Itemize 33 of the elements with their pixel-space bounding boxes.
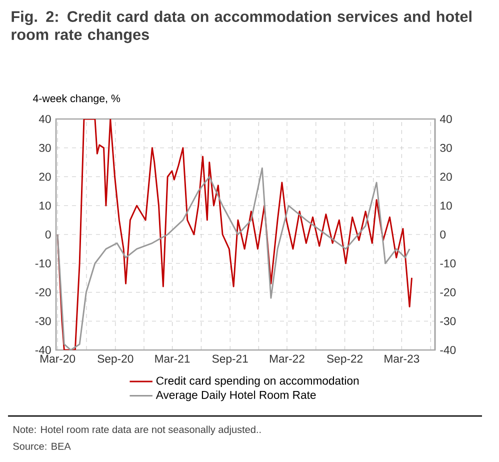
- line-series: [56, 119, 412, 350]
- y-tick-label: -20: [35, 288, 51, 296]
- y2-tick-label: 40: [440, 115, 452, 124]
- x-tick-label: Mar-20: [40, 354, 76, 363]
- chart-title: Fig. 2: Credit card data on accommodation services and hotel room rate changes: [12, 10, 472, 44]
- x-tick-label: Mar-22: [270, 354, 304, 363]
- x-tick-label: Mar-23: [384, 354, 420, 363]
- y2-tick-label: 0: [440, 230, 446, 239]
- legend-label: Average Daily Hotel Room Rate: [156, 390, 316, 402]
- y2-tick-label: 20: [440, 172, 452, 181]
- text: Note: Hotel room rate data are not seasonally adjusted..: [14, 426, 261, 436]
- y2-tick-label: -20: [440, 288, 456, 296]
- y-axis-title: 4-week change, %: [32, 94, 120, 104]
- y-tick-label: 0: [45, 230, 51, 239]
- y-tick-label: 20: [39, 172, 51, 181]
- y-tick-label: -40: [35, 346, 51, 354]
- y2-tick-label: -40: [440, 346, 456, 354]
- line-series: [56, 167, 410, 350]
- y2-tick-label: -10: [440, 259, 456, 268]
- x-tick-label: Mar-21: [155, 354, 190, 363]
- y2-tick-label: 10: [440, 202, 452, 210]
- y-tick-label: -10: [35, 259, 51, 268]
- y2-tick-label: -30: [440, 317, 456, 326]
- y-tick-label: 10: [40, 202, 51, 210]
- x-tick-label: Sep-21: [212, 354, 248, 365]
- x-tick-label: Sep-20: [98, 354, 134, 365]
- y-tick-label: 40: [38, 115, 51, 124]
- x-tick-label: Sep-22: [327, 354, 363, 365]
- legend-label: Credit card spending on accommodation: [156, 376, 359, 387]
- y-tick-label: -30: [35, 317, 51, 326]
- y2-tick-label: 30: [440, 144, 452, 152]
- y-tick-label: 30: [39, 144, 51, 152]
- source-note: Source: BEA: [13, 442, 71, 450]
